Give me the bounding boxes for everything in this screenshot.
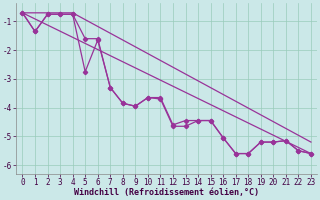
X-axis label: Windchill (Refroidissement éolien,°C): Windchill (Refroidissement éolien,°C) — [74, 188, 259, 197]
